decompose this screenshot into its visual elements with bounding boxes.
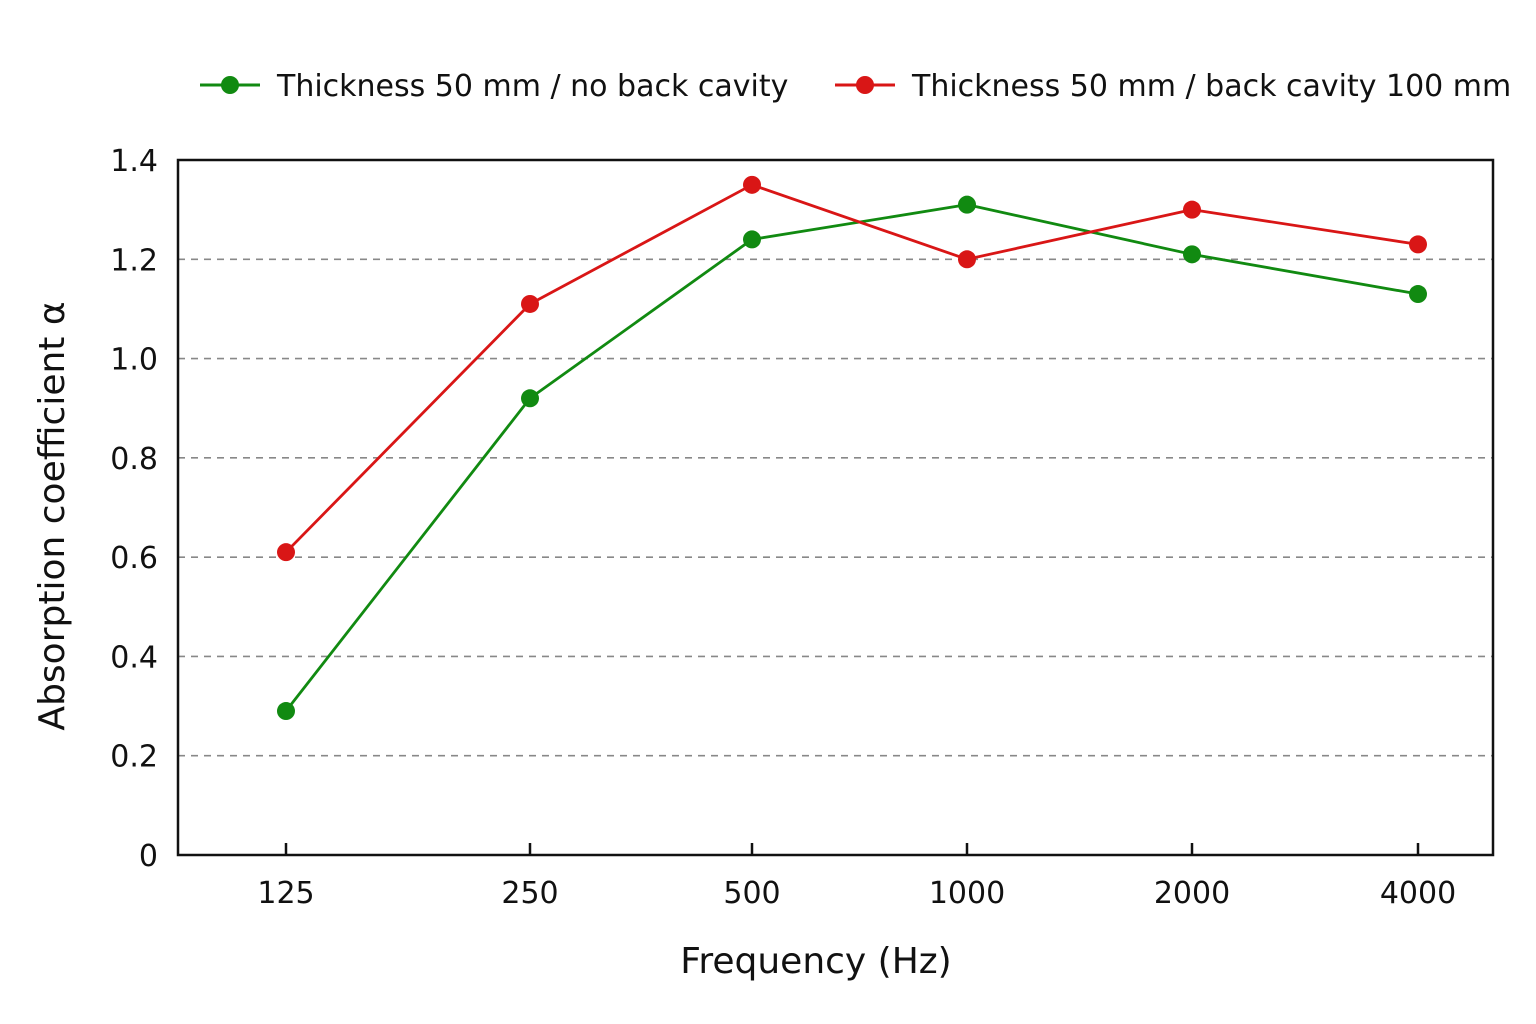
data-point [1409, 285, 1427, 304]
data-point [958, 195, 976, 214]
y-tick-label: 1.4 [110, 144, 158, 179]
data-point [521, 389, 539, 408]
x-tick-label: 125 [257, 876, 314, 911]
x-tick-label: 1000 [929, 876, 1005, 911]
legend-label: Thickness 50 mm / back cavity 100 mm [911, 69, 1511, 104]
y-tick-label: 0 [139, 839, 158, 874]
y-tick-label: 1.2 [110, 243, 158, 278]
y-axis-title: Absorption coefficient α [32, 301, 73, 730]
x-axis-ticks: 125 250 500 1000 2000 4000 [257, 843, 1456, 911]
y-axis-ticks: 0 0.2 0.4 0.6 0.8 1.0 1.2 1.4 [110, 144, 158, 874]
x-axis-title: Frequency (Hz) [680, 941, 951, 982]
x-tick-label: 250 [501, 876, 558, 911]
legend-marker [856, 76, 874, 94]
data-point [277, 702, 295, 721]
data-point [521, 294, 539, 313]
data-point [743, 175, 761, 194]
data-point [958, 250, 976, 269]
y-tick-label: 0.4 [110, 640, 158, 675]
plot-frame [176, 158, 1495, 857]
data-point [743, 230, 761, 249]
y-tick-label: 0.8 [110, 442, 158, 477]
legend-label: Thickness 50 mm / no back cavity [276, 69, 788, 104]
series-layer [277, 175, 1427, 721]
legend: Thickness 50 mm / no back cavity Thicknes… [200, 69, 1511, 104]
data-point [1409, 235, 1427, 254]
data-point [277, 543, 295, 562]
legend-item-2: Thickness 50 mm / back cavity 100 mm [835, 69, 1511, 104]
y-tick-label: 1.0 [110, 343, 158, 378]
y-tick-label: 0.2 [110, 740, 158, 775]
x-tick-label: 4000 [1380, 876, 1456, 911]
series-2 [277, 175, 1427, 562]
data-point [1183, 245, 1201, 264]
legend-item-1: Thickness 50 mm / no back cavity [200, 69, 788, 104]
data-point [1183, 200, 1201, 219]
x-tick-label: 2000 [1154, 876, 1230, 911]
grid [178, 258, 1493, 757]
x-tick-label: 500 [723, 876, 780, 911]
y-tick-label: 0.6 [110, 541, 158, 576]
series-1 [277, 195, 1427, 721]
series-line [285, 183, 1419, 554]
legend-marker [221, 76, 239, 94]
